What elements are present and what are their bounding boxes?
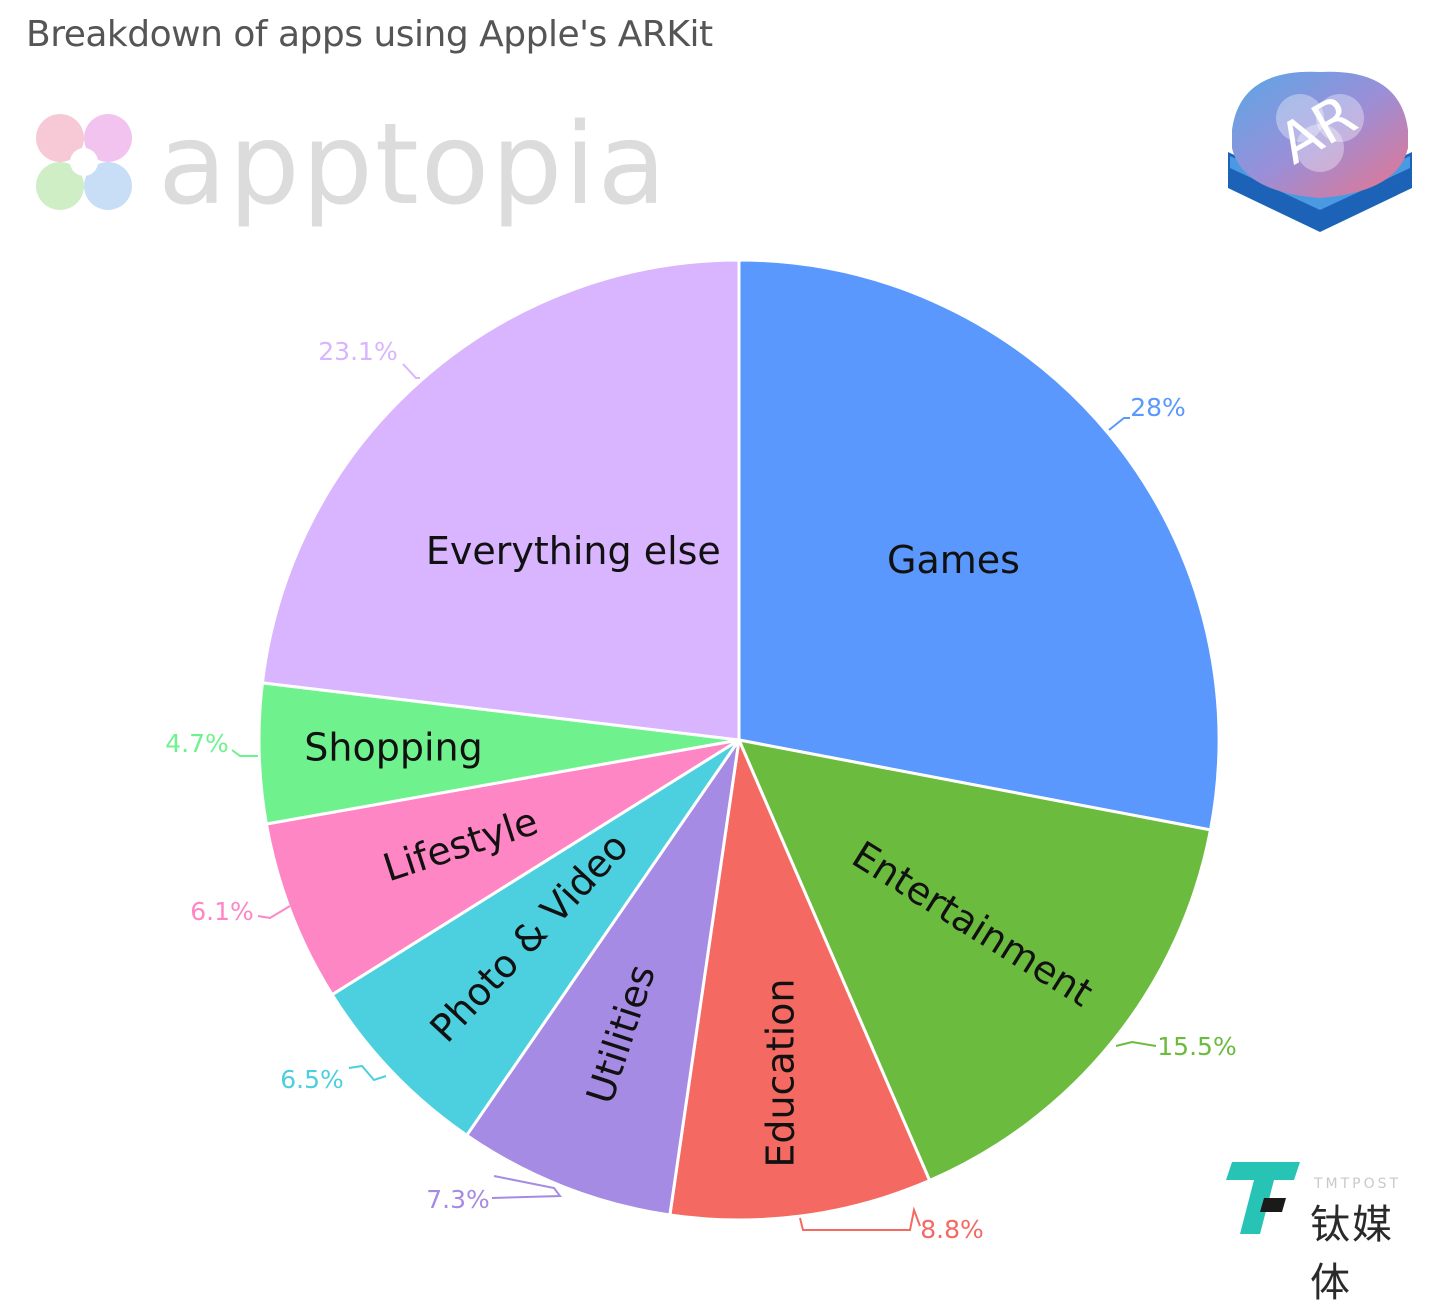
- slice-label-shopping: Shopping: [304, 725, 482, 769]
- pct-label-utilities: 7.3%: [426, 1185, 490, 1214]
- pie-slice-games: [737, 258, 1221, 832]
- pct-label-games: 28%: [1130, 393, 1186, 422]
- pie-slice-everything-else: [260, 258, 741, 742]
- arkit-icon: AR: [1220, 60, 1420, 240]
- apptopia-wordmark: apptopia: [158, 100, 669, 230]
- leader-line-photo-and-video: [348, 1064, 387, 1082]
- leader-line-shopping: [231, 749, 258, 757]
- leader-line-utilities: [491, 1175, 562, 1199]
- chart-title: Breakdown of apps using Apple's ARKit: [26, 14, 713, 55]
- pie-slice-education: [668, 734, 932, 1222]
- leader-line-everything-else: [402, 363, 420, 379]
- pie-chart: 28% 15.5% 8.8% 7.3% 6.5% 6.1% 4.7% 23.1% Games E…: [165, 258, 1237, 1244]
- slice-label-everything-else: Everything else: [426, 529, 721, 573]
- pct-label-lifestyle: 6.1%: [190, 897, 254, 926]
- pct-label-shopping: 4.7%: [165, 729, 229, 758]
- pct-label-everything-else: 23.1%: [318, 337, 397, 366]
- slice-label-education: Education: [759, 978, 803, 1167]
- pct-label-entertainment: 15.5%: [1157, 1032, 1236, 1061]
- pie-slice-utilities: [464, 739, 741, 1217]
- leader-line-games: [1108, 417, 1130, 431]
- apptopia-flower-icon: [36, 114, 132, 210]
- pct-label-photo-and-video: 6.5%: [280, 1065, 344, 1094]
- tmtpost-logo-icon: [1226, 1162, 1300, 1234]
- apptopia-logo: apptopia: [30, 100, 666, 230]
- slice-label-games: Games: [887, 538, 1020, 582]
- leader-line-entertainment: [1115, 1040, 1157, 1047]
- pie-slice-entertainment: [736, 737, 1213, 1183]
- pct-label-education: 8.8%: [920, 1215, 984, 1244]
- leader-line-lifestyle: [257, 905, 291, 920]
- watermark-small-text: TMTPOST: [1314, 1176, 1402, 1192]
- leader-line-education: [799, 1206, 921, 1231]
- pie-slice-photo-and-video: [330, 738, 741, 1138]
